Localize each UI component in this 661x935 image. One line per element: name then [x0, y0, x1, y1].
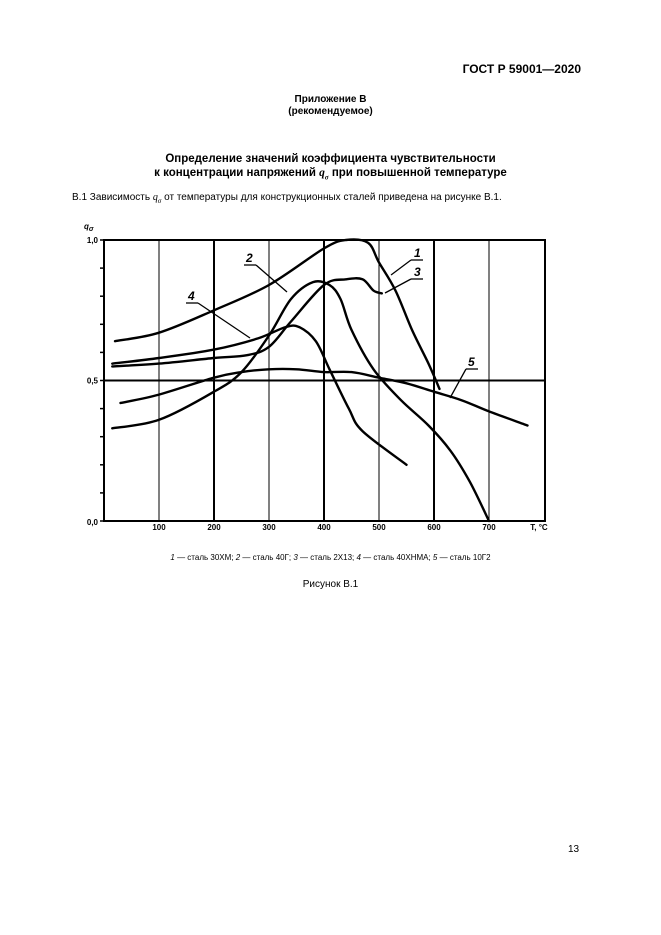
legend-number: 2	[235, 553, 241, 562]
q-sigma-symbol: qσ	[319, 167, 329, 182]
annex-header: Приложение В (рекомендуемое)	[0, 94, 661, 118]
leader-line	[449, 368, 467, 399]
para-text: В.1 Зависимость	[72, 192, 153, 203]
curve-1	[113, 238, 441, 391]
y-tick-label: 1,0	[87, 236, 99, 245]
q-sigma-symbol: qσ	[152, 192, 162, 205]
curve-label-5: 5	[468, 355, 475, 369]
body-paragraph: В.1 Зависимость qσ от температуры для ко…	[72, 192, 502, 205]
section-heading: Определение значений коэффициента чувств…	[0, 152, 661, 184]
y-tick-label: 0,0	[87, 518, 99, 527]
x-tick-label: 600	[427, 523, 441, 532]
x-axis-label: T, °C	[530, 523, 548, 532]
para-text: от температуры для конструкционных стале…	[161, 192, 502, 203]
x-tick-label: 700	[482, 523, 496, 532]
legend-text: — сталь 30ХМ;	[174, 553, 236, 562]
chart-curves	[111, 238, 529, 523]
x-tick-label: 500	[372, 523, 386, 532]
x-tick-label: 100	[152, 523, 166, 532]
leader-line	[390, 259, 412, 276]
curve-label-4: 4	[187, 289, 195, 303]
leader-line	[255, 264, 288, 293]
page-number: 13	[568, 844, 580, 855]
figure-caption: Рисунок В.1	[302, 579, 359, 590]
chart-labels: 1 3 2 4 5	[186, 246, 478, 399]
curve-label-2: 2	[245, 251, 253, 265]
legend-text: — сталь 10Г2	[437, 553, 491, 562]
heading-text: к концентрации напряжений	[154, 167, 320, 179]
annex-title: Приложение В	[294, 94, 367, 105]
curve-2	[111, 279, 491, 523]
chart: 100 200 300 400 500 600 700 T, °C 1,0 0,5 0,0 qσ 1 3…	[84, 222, 548, 532]
legend-number: 1	[170, 553, 175, 562]
legend-text: — сталь 40ХНМА;	[360, 553, 433, 562]
x-tick-label: 400	[317, 523, 331, 532]
annex-status: (рекомендуемое)	[288, 106, 373, 117]
heading-text: при повышенной температуре	[328, 167, 507, 179]
chart-ticks: 100 200 300 400 500 600 700 T, °C 1,0 0,5 0,0 qσ	[84, 222, 548, 532]
y-axis-label: qσ	[84, 222, 94, 233]
heading-line-2: к концентрации напряжений qσ при повышен…	[0, 166, 661, 184]
legend-number: 5	[432, 553, 438, 562]
legend-number: 4	[356, 553, 361, 562]
x-tick-label: 200	[207, 523, 221, 532]
chart-grid	[103, 239, 546, 522]
legend-number: 3	[293, 553, 298, 562]
curve-5	[119, 367, 529, 427]
legend-text: — сталь 40Г;	[240, 553, 294, 562]
chart-legend: 1 — сталь 30ХМ; 2 — сталь 40Г; 3 — сталь…	[0, 553, 661, 562]
curve-3	[111, 277, 383, 368]
legend-text: — сталь 2Х13;	[297, 553, 357, 562]
heading-line-1: Определение значений коэффициента чувств…	[165, 153, 496, 165]
x-tick-label: 300	[262, 523, 276, 532]
leader-line	[197, 302, 251, 339]
document-code: ГОСТ Р 59001—2020	[462, 62, 581, 76]
leader-line	[384, 278, 412, 294]
curve-label-3: 3	[414, 265, 421, 279]
curve-4	[111, 324, 408, 466]
y-tick-label: 0,5	[87, 377, 99, 386]
curve-label-1: 1	[414, 246, 421, 260]
